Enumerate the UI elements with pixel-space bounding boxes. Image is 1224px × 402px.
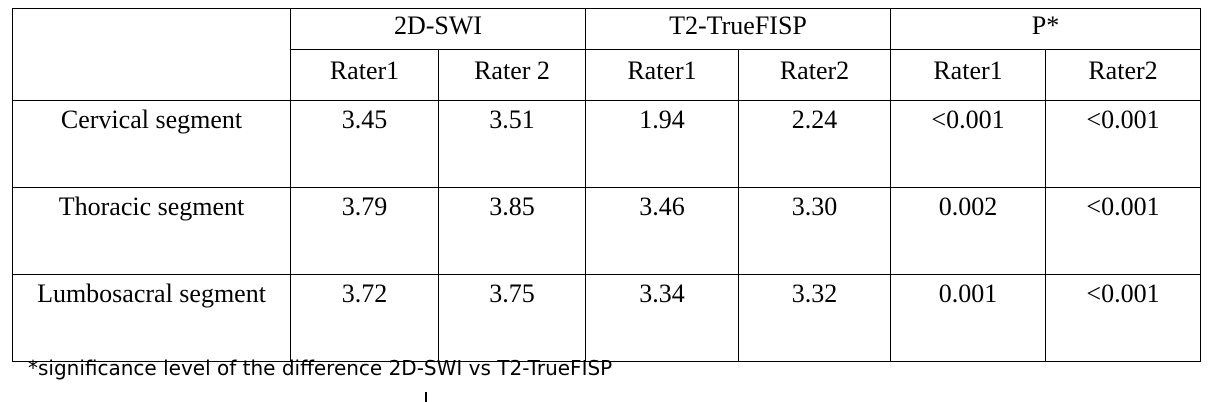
cell: 3.85 bbox=[438, 187, 586, 275]
text-cursor bbox=[425, 392, 427, 402]
cell: 3.51 bbox=[438, 100, 586, 188]
cell: <0.001 bbox=[1045, 187, 1201, 275]
cell: 0.002 bbox=[890, 187, 1046, 275]
cell: 3.34 bbox=[585, 274, 739, 362]
cell: 3.46 bbox=[585, 187, 739, 275]
cell: 3.79 bbox=[290, 187, 439, 275]
subheader: Rater2 bbox=[738, 49, 891, 101]
row-label: Lumbosacral segment bbox=[12, 274, 291, 362]
subheader: Rater2 bbox=[1045, 49, 1201, 101]
cell: <0.001 bbox=[890, 100, 1046, 188]
group-header: P* bbox=[890, 8, 1201, 50]
cell: <0.001 bbox=[1045, 100, 1201, 188]
cell: 3.30 bbox=[738, 187, 891, 275]
data-row: Lumbosacral segment 3.72 3.75 3.34 3.32 0.001… bbox=[12, 274, 1201, 362]
cell: 0.001 bbox=[890, 274, 1046, 362]
footnote: *significance level of the difference 2D… bbox=[28, 356, 613, 380]
subheader: Rater1 bbox=[890, 49, 1046, 101]
corner-cell bbox=[12, 8, 291, 101]
data-row: Cervical segment 3.45 3.51 1.94 2.24 <0.001 <0… bbox=[12, 100, 1201, 188]
cell: 3.32 bbox=[738, 274, 891, 362]
header-row: 2D-SWI T2-TrueFISP P* bbox=[12, 8, 1201, 101]
cell: 2.24 bbox=[738, 100, 891, 188]
group-header: T2-TrueFISP bbox=[585, 8, 891, 50]
group-header: 2D-SWI bbox=[290, 8, 586, 50]
cell: 3.45 bbox=[290, 100, 439, 188]
cell: 1.94 bbox=[585, 100, 739, 188]
results-table: 2D-SWI T2-TrueFISP P* Rater1 Rater 2 Rater1 Ra… bbox=[12, 8, 1201, 362]
subheader: Rater1 bbox=[585, 49, 739, 101]
data-row: Thoracic segment 3.79 3.85 3.46 3.30 0.002 <0.… bbox=[12, 187, 1201, 275]
row-label: Thoracic segment bbox=[12, 187, 291, 275]
subheader: Rater1 bbox=[290, 49, 439, 101]
cell: 3.75 bbox=[438, 274, 586, 362]
subheader: Rater 2 bbox=[438, 49, 586, 101]
cell: 3.72 bbox=[290, 274, 439, 362]
row-label: Cervical segment bbox=[12, 100, 291, 188]
cell: <0.001 bbox=[1045, 274, 1201, 362]
